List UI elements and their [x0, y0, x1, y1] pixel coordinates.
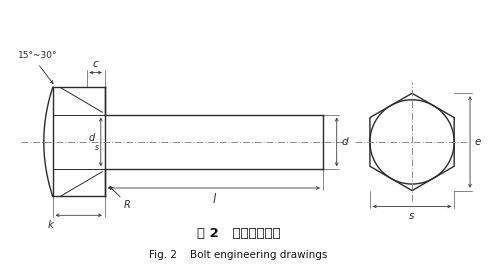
Text: d: d [88, 133, 95, 143]
Text: R: R [124, 201, 130, 210]
Text: 15°~30°: 15°~30° [18, 51, 58, 60]
Text: l: l [212, 193, 215, 206]
Text: s: s [410, 211, 414, 221]
Text: 图 2   螺栓工程图纸: 图 2 螺栓工程图纸 [197, 227, 280, 240]
Text: Fig. 2    Bolt engineering drawings: Fig. 2 Bolt engineering drawings [150, 250, 328, 260]
Text: c: c [93, 58, 98, 69]
Text: e: e [475, 137, 482, 147]
Text: k: k [47, 220, 53, 230]
Text: d: d [341, 137, 348, 147]
Text: s: s [95, 143, 99, 152]
